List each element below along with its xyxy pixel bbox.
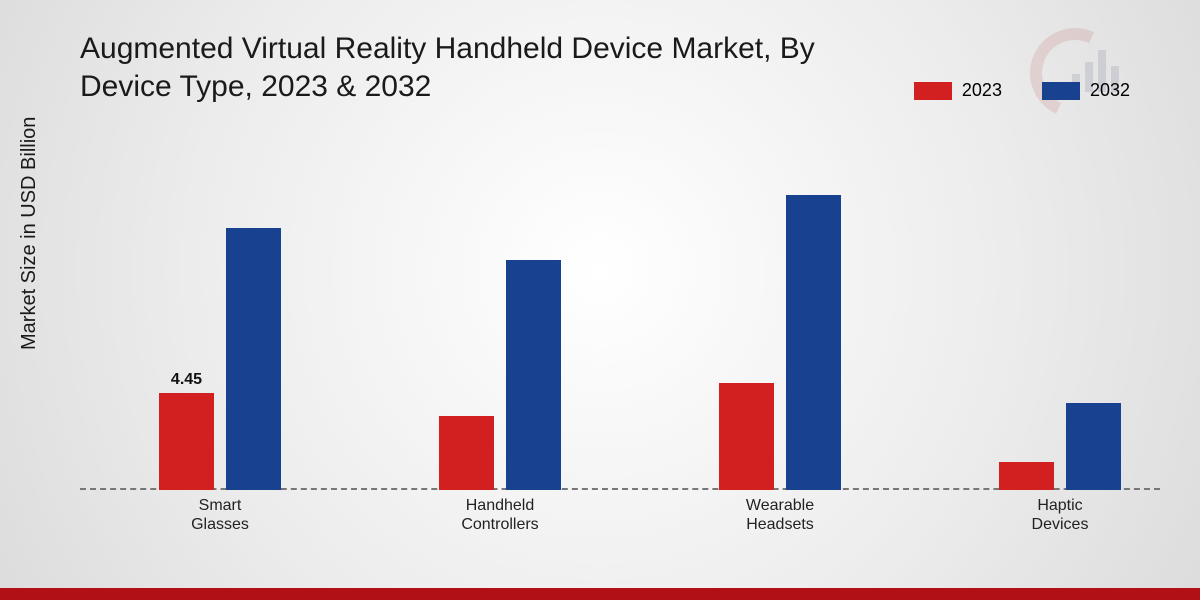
- bar-group: 4.45SmartGlasses: [120, 140, 320, 490]
- legend-item-2023: 2023: [914, 80, 1002, 101]
- chart-title: Augmented Virtual Reality Handheld Devic…: [80, 30, 860, 105]
- y-axis-label: Market Size in USD Billion: [18, 117, 41, 350]
- chart-container: Augmented Virtual Reality Handheld Devic…: [0, 0, 1200, 600]
- bar: [226, 228, 281, 491]
- bar: [506, 260, 561, 490]
- legend-label-2023: 2023: [962, 80, 1002, 101]
- x-tick-label: WearableHeadsets: [680, 496, 880, 534]
- x-tick-label: HapticDevices: [960, 496, 1160, 534]
- plot-area: 4.45SmartGlasses HandheldControllers Weara…: [80, 140, 1160, 490]
- bar: [439, 416, 494, 490]
- x-tick-label: SmartGlasses: [120, 496, 320, 534]
- bar: [159, 393, 214, 490]
- bar: [786, 195, 841, 490]
- bar: [999, 462, 1054, 490]
- legend: 2023 2032: [914, 80, 1130, 101]
- legend-swatch-2023: [914, 82, 952, 100]
- bar-value-label: 4.45: [154, 371, 219, 389]
- bar-group: HandheldControllers: [400, 140, 600, 490]
- bar: [719, 383, 774, 490]
- bar-group: WearableHeadsets: [680, 140, 880, 490]
- legend-label-2032: 2032: [1090, 80, 1130, 101]
- footer-accent-bar: [0, 588, 1200, 600]
- bar-group: HapticDevices: [960, 140, 1160, 490]
- watermark-logo: [1030, 28, 1140, 118]
- legend-swatch-2032: [1042, 82, 1080, 100]
- bar: [1066, 403, 1121, 491]
- x-tick-label: HandheldControllers: [400, 496, 600, 534]
- legend-item-2032: 2032: [1042, 80, 1130, 101]
